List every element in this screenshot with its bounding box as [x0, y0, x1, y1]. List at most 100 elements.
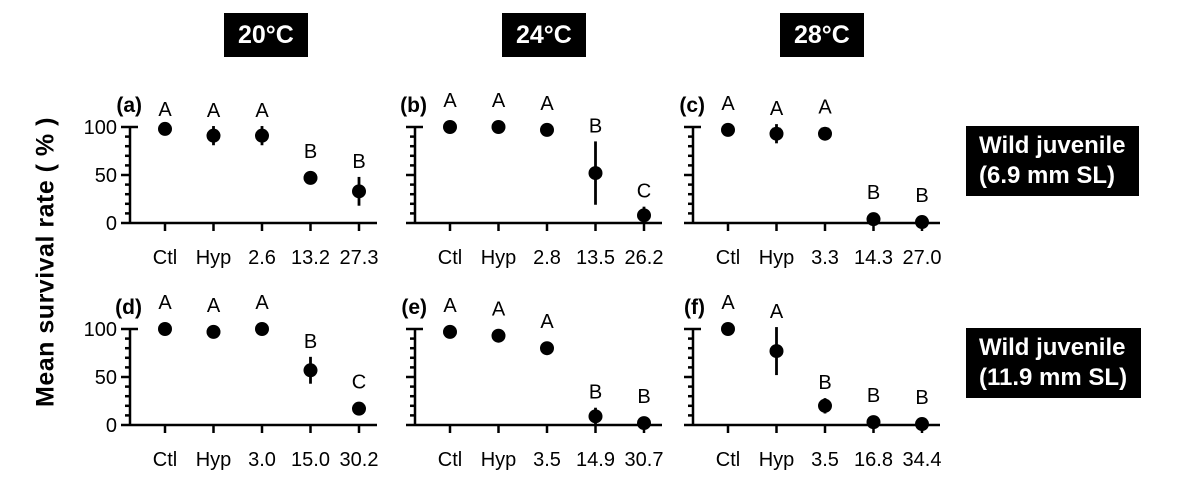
data-point: [588, 166, 603, 181]
row-label-line2: (6.9 mm SL): [979, 162, 1116, 189]
temp-header-24c: 24°C: [502, 13, 586, 57]
panel-d-chart: 0 50 100 Ctl Hyp 3.0 15.0 30.2 A A A B C (d): [84, 292, 379, 471]
panel-letter: (b): [400, 94, 427, 117]
row-label-line1: Wild juvenile: [979, 132, 1126, 159]
significance-letter: B: [818, 372, 831, 394]
y-tick-label: 50: [95, 367, 117, 389]
y-tick-label: 0: [106, 213, 117, 235]
significance-letter: B: [304, 331, 317, 353]
x-category-label: Ctl: [716, 247, 740, 269]
data-point: [637, 416, 651, 431]
panel-e-chart: Ctl Hyp 3.5 14.9 30.7 A A A B B (e): [401, 295, 664, 471]
significance-letter: A: [540, 311, 554, 333]
significance-letter: A: [443, 295, 457, 317]
significance-letter: B: [637, 386, 650, 408]
data-point: [206, 324, 221, 339]
x-category-label: 16.8: [854, 449, 893, 471]
x-category-label: 3.0: [248, 449, 276, 471]
panel-b-chart: Ctl Hyp 2.8 13.5 26.2 A A A B C (b): [400, 90, 663, 269]
significance-letter: B: [304, 141, 317, 163]
x-category-label: 34.4: [903, 449, 942, 471]
significance-letter: A: [770, 301, 784, 323]
x-category-label: Ctl: [438, 449, 462, 471]
x-category-label: 14.9: [576, 449, 615, 471]
x-category-label: 27.0: [903, 247, 942, 269]
data-point: [915, 417, 929, 432]
x-category-label: 30.7: [625, 449, 664, 471]
y-tick-label: 50: [95, 165, 117, 187]
x-category-label: 13.2: [291, 247, 330, 269]
x-category-label: 14.3: [854, 247, 893, 269]
x-category-label: 15.0: [291, 449, 330, 471]
significance-letter: A: [158, 99, 172, 121]
row-label-line2: (11.9 mm SL): [979, 364, 1128, 391]
significance-letter: C: [637, 181, 651, 203]
data-point: [915, 215, 929, 230]
significance-letter: A: [443, 90, 457, 112]
x-category-label: 30.2: [340, 449, 379, 471]
data-point: [352, 401, 366, 416]
significance-letter: B: [915, 185, 928, 207]
x-category-label: Hyp: [481, 247, 517, 269]
significance-letter: A: [207, 100, 221, 122]
data-point: [769, 344, 784, 359]
data-point: [721, 122, 735, 137]
x-category-label: Hyp: [196, 449, 232, 471]
row-label-line1: Wild juvenile: [979, 334, 1126, 361]
panel-letter: (c): [679, 94, 705, 117]
significance-letter: A: [207, 295, 221, 317]
data-point: [352, 184, 366, 199]
data-point: [818, 398, 832, 413]
data-point: [588, 409, 603, 424]
panel-letter: (e): [401, 296, 427, 319]
data-point: [637, 208, 651, 223]
significance-letter: B: [589, 382, 602, 404]
data-point: [540, 122, 554, 137]
significance-letter: A: [770, 98, 784, 120]
temp-header-28c: 28°C: [780, 13, 864, 57]
row-label-large-juvenile: Wild juvenile (11.9 mm SL): [966, 328, 1142, 398]
significance-letter: A: [158, 292, 172, 314]
data-point: [255, 128, 269, 143]
x-category-label: Ctl: [153, 449, 177, 471]
x-category-label: 3.3: [811, 247, 839, 269]
significance-letter: B: [915, 387, 928, 409]
x-category-label: Ctl: [716, 449, 740, 471]
x-category-label: 13.5: [576, 247, 615, 269]
y-axis-title: Mean survival rate ( % ): [31, 117, 60, 407]
data-point: [303, 363, 318, 378]
data-point: [540, 341, 554, 356]
temp-header-20c: 20°C: [224, 13, 308, 57]
x-category-label: Hyp: [481, 449, 517, 471]
y-tick-label: 100: [84, 319, 117, 341]
panel-letter: (f): [684, 296, 705, 319]
x-category-label: 3.5: [533, 449, 561, 471]
x-category-label: 3.5: [811, 449, 839, 471]
y-tick-label: 0: [106, 415, 117, 437]
significance-letter: A: [540, 93, 554, 115]
x-category-label: Hyp: [759, 449, 795, 471]
x-category-label: 2.6: [248, 247, 276, 269]
data-point: [721, 322, 735, 336]
significance-letter: A: [255, 292, 269, 314]
data-point: [491, 120, 506, 134]
data-point: [443, 120, 457, 134]
x-category-label: Ctl: [153, 247, 177, 269]
data-point: [818, 126, 832, 141]
significance-letter: A: [492, 90, 506, 112]
significance-letter: A: [492, 299, 506, 321]
significance-letter: A: [818, 97, 832, 119]
y-tick-label: 100: [84, 117, 117, 139]
significance-letter: C: [352, 372, 366, 394]
row-label-small-juvenile: Wild juvenile (6.9 mm SL): [966, 126, 1140, 196]
data-point: [206, 128, 221, 143]
data-point: [491, 328, 506, 343]
significance-letter: B: [867, 182, 880, 204]
significance-letter: B: [352, 151, 365, 173]
significance-letter: B: [867, 385, 880, 407]
data-point: [158, 121, 172, 136]
data-point: [443, 324, 457, 339]
x-category-label: 27.3: [340, 247, 379, 269]
x-category-label: Hyp: [196, 247, 232, 269]
